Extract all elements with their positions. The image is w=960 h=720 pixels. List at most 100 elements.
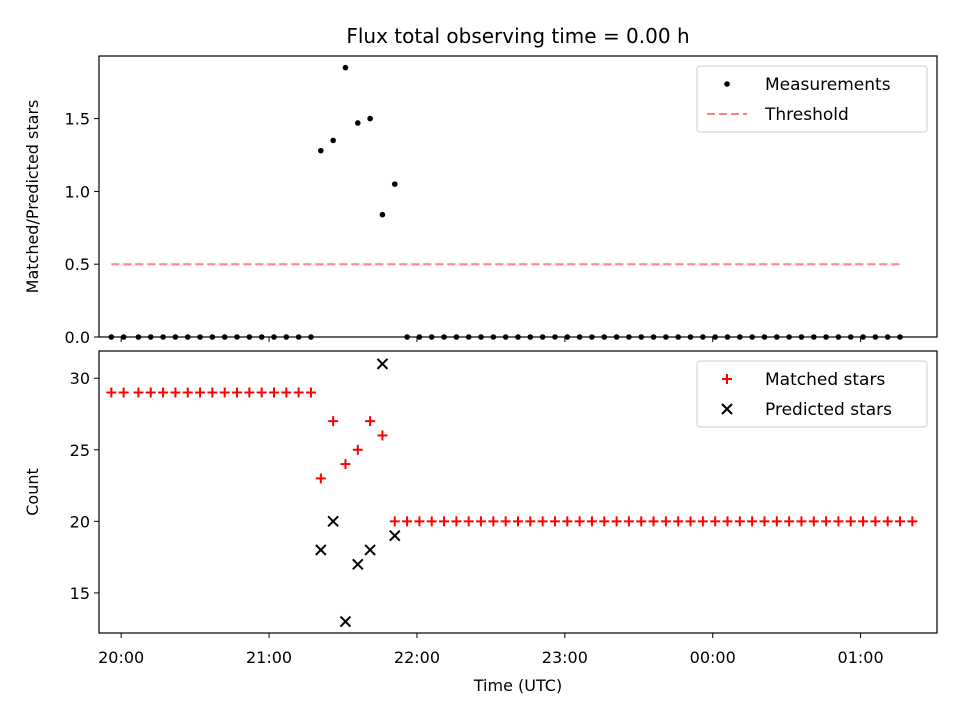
top-panel-legend: Measurements Threshold (696, 65, 928, 133)
x-tick-label: 00:00 (690, 648, 736, 667)
y-tick-label: 0.0 (65, 328, 90, 347)
matched-stars-point (268, 387, 279, 398)
matched-stars-point (463, 516, 474, 527)
matched-stars-point (685, 516, 696, 527)
bottom-panel: 15 20 25 30 Count Matched stars Predicted st… (23, 350, 938, 634)
y-tick-label: 1.0 (65, 182, 90, 201)
matched-stars-point (340, 459, 351, 470)
matched-stars-point (821, 516, 832, 527)
legend-swatch-matched-stars (722, 374, 732, 384)
x-tick-label: 21:00 (246, 648, 292, 667)
matched-stars-point (305, 387, 316, 398)
measurements-point (342, 64, 349, 71)
matched-stars-point (106, 387, 117, 398)
matched-stars-point (293, 387, 304, 398)
predicted-stars-point (339, 615, 352, 628)
matched-stars-point (377, 430, 388, 441)
chart-title: Flux total observing time = 0.00 h (346, 24, 689, 48)
matched-stars-point (414, 516, 425, 527)
matched-stars-point (389, 516, 400, 527)
matched-stars-point (256, 387, 267, 398)
matched-stars-point (207, 387, 218, 398)
matched-stars-point (365, 416, 376, 427)
matched-stars-point (451, 516, 462, 527)
matched-stars-point (562, 516, 573, 527)
matched-stars-point (170, 387, 181, 398)
predicted-stars-point (327, 515, 339, 528)
measurements-point (330, 137, 336, 144)
matched-stars-point (858, 516, 869, 527)
matched-stars-point (586, 516, 597, 527)
matched-stars-point (599, 516, 610, 527)
predicted-stars-point (315, 544, 327, 556)
legend-label-threshold: Threshold (764, 105, 849, 125)
matched-stars-point (759, 516, 770, 527)
matched-stars-point (439, 516, 450, 527)
matched-stars-point (845, 516, 856, 527)
matched-stars-point (488, 516, 499, 527)
legend-swatch-measurements (724, 81, 730, 87)
legend-label-matched-stars: Matched stars (765, 370, 885, 390)
matched-stars-point (623, 516, 634, 527)
matched-stars-point (476, 516, 487, 527)
predicted-stars-point (376, 358, 389, 370)
measurements-point (379, 211, 386, 218)
bottom-panel-legend: Matched stars Predicted stars (696, 360, 928, 428)
measurements-point (318, 147, 324, 154)
predicted-stars-point (364, 544, 376, 556)
matched-stars-point (158, 387, 169, 398)
matched-stars-point (328, 416, 339, 427)
matched-stars-point (673, 516, 684, 527)
y-tick-label: 20 (70, 512, 90, 531)
matched-stars-point (513, 516, 523, 527)
measurements-point (367, 115, 373, 122)
matched-stars-point (710, 516, 721, 527)
matched-stars-point (133, 387, 144, 398)
x-axis: 20:00 21:00 22:00 23:00 00:00 01:00 (98, 337, 884, 667)
matched-stars-point (232, 387, 243, 398)
bottom-panel-y-axis-label: Count (23, 468, 42, 516)
y-tick-label: 25 (70, 441, 90, 460)
matched-stars-point (648, 516, 659, 527)
y-tick-label: 1.5 (65, 110, 90, 129)
predicted-stars-point (352, 558, 364, 570)
y-tick-label: 0.5 (65, 255, 90, 274)
matched-stars-point (833, 516, 844, 527)
legend-box (696, 65, 928, 133)
legend-box (696, 360, 928, 428)
matched-stars-point (660, 516, 671, 527)
matched-stars-point (426, 516, 437, 527)
x-tick-label: 01:00 (838, 648, 884, 667)
matched-stars-point (771, 516, 782, 527)
matched-stars-point (315, 473, 326, 484)
matched-stars-point (784, 516, 795, 527)
matched-stars-point (145, 387, 156, 398)
matched-stars-point (500, 516, 511, 527)
y-tick-label: 15 (70, 584, 90, 603)
top-panel-y-axis-label: Matched/Predicted stars (23, 100, 42, 294)
matched-stars-point (402, 516, 413, 527)
matched-stars-point (722, 516, 733, 527)
matched-stars-point (219, 387, 230, 398)
matched-stars-point (549, 516, 560, 527)
y-tick-label: 30 (70, 369, 90, 388)
matched-stars-point (118, 387, 129, 398)
matched-stars-point (182, 387, 193, 398)
matched-stars-point (537, 516, 548, 527)
top-panel-frame (98, 55, 938, 338)
matched-stars-point (636, 516, 647, 527)
matched-stars-point (244, 387, 255, 398)
top-panel: 0.0 0.5 1.0 1.5 Matched/Predicted stars Mea… (23, 55, 938, 347)
x-tick-label: 20:00 (98, 648, 144, 667)
x-tick-label: 23:00 (542, 648, 588, 667)
matched-stars-point (907, 516, 918, 527)
matched-stars-point (611, 516, 622, 527)
matched-stars-point (697, 516, 708, 527)
legend-label-predicted-stars: Predicted stars (765, 400, 892, 420)
legend-swatch-predicted-stars (721, 403, 733, 415)
matched-stars-point (195, 387, 206, 398)
matched-stars-point (352, 444, 363, 455)
matched-stars-point (796, 516, 807, 527)
matched-stars-point (281, 387, 292, 398)
